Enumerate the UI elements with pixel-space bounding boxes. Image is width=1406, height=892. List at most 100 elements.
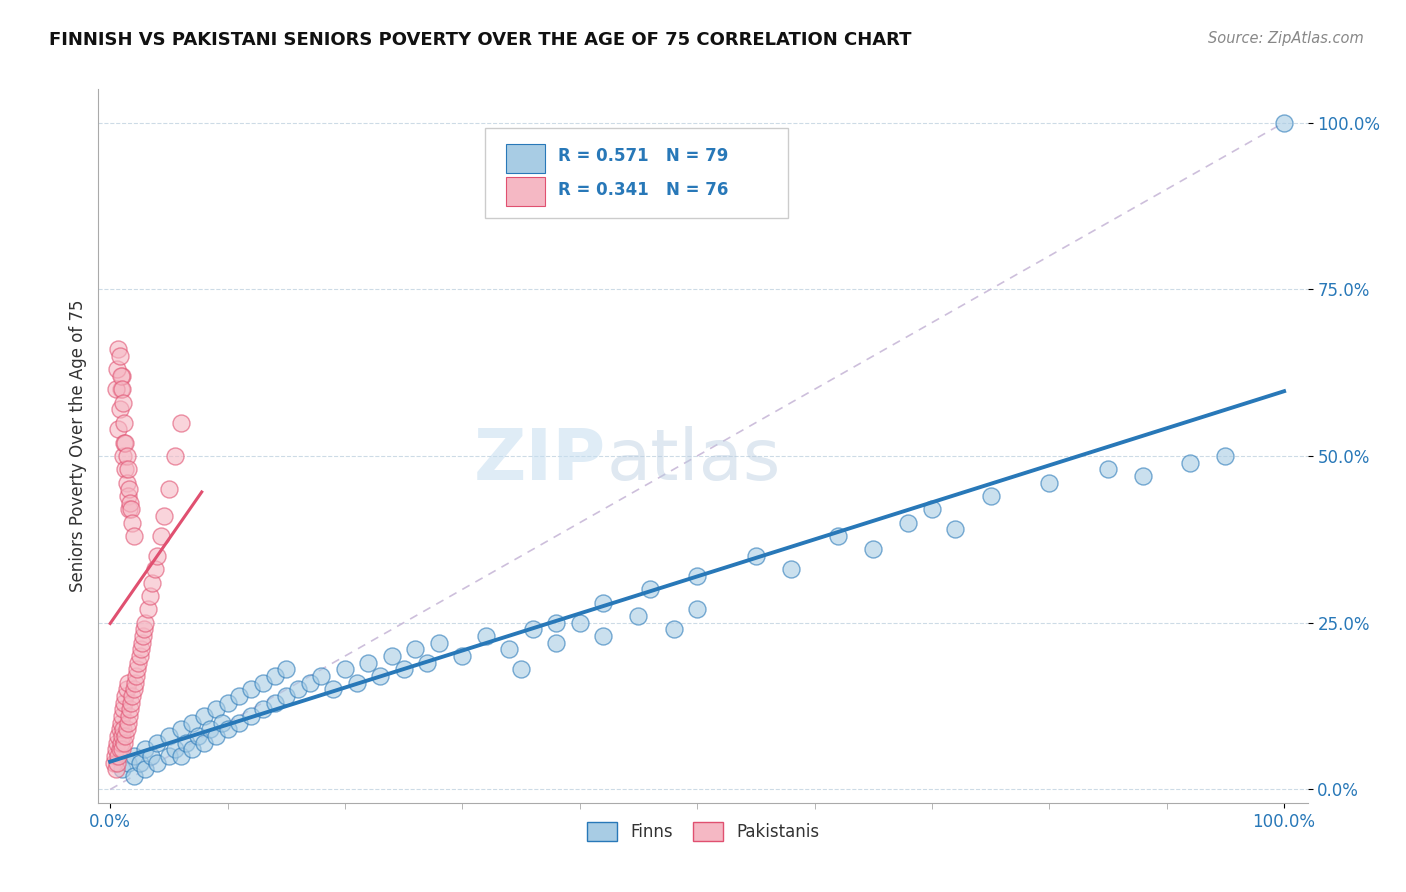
Point [228,689,250,703]
Point [111,742,134,756]
Point [121,516,143,530]
Point [228,715,250,730]
Point [346,675,368,690]
Point [263,669,285,683]
Text: Source: ZipAtlas.com: Source: ZipAtlas.com [1208,31,1364,46]
Point [120,696,142,710]
Point [252,675,274,690]
Point [115,723,138,737]
Point [120,702,142,716]
Point [169,749,191,764]
Point [1132,469,1154,483]
Point [108,349,131,363]
Point [112,395,135,409]
Point [112,416,135,430]
Point [134,623,156,637]
Point [416,656,439,670]
Point [897,516,920,530]
Point [198,723,221,737]
Point [510,662,533,676]
Point [745,549,768,563]
Point [120,502,142,516]
Point [146,756,169,770]
Point [105,736,128,750]
Point [114,729,136,743]
Point [134,742,156,756]
Point [176,736,198,750]
Point [129,642,152,657]
Point [111,709,134,723]
Point [780,562,803,576]
Point [193,709,215,723]
Point [921,502,943,516]
Point [368,669,391,683]
Point [114,435,136,450]
Point [686,569,709,583]
Point [276,662,298,676]
Point [498,642,520,657]
Point [662,623,685,637]
Point [112,435,135,450]
Point [122,769,145,783]
Point [104,749,127,764]
Point [333,662,356,676]
Point [108,723,131,737]
FancyBboxPatch shape [506,177,544,205]
Point [146,736,169,750]
Point [980,489,1002,503]
Point [117,462,139,476]
Point [141,575,163,590]
Point [125,669,148,683]
Point [945,522,967,536]
Point [181,715,204,730]
Point [146,549,169,563]
Point [827,529,849,543]
Point [163,449,186,463]
Point [263,696,285,710]
Point [451,649,474,664]
Point [627,609,650,624]
Point [105,756,128,770]
Point [163,742,186,756]
Point [122,682,145,697]
Point [298,675,321,690]
Point [124,675,146,690]
Point [110,715,132,730]
Point [112,696,135,710]
Point [112,702,135,716]
Point [107,729,129,743]
Point [169,416,191,430]
Point [117,715,139,730]
Point [211,715,233,730]
Text: atlas: atlas [606,425,780,495]
Point [157,483,180,497]
Point [111,368,134,383]
Point [118,709,141,723]
Point [153,509,176,524]
Point [1272,115,1295,129]
Point [127,662,149,676]
Point [592,596,614,610]
Point [546,615,568,630]
Point [112,449,135,463]
Point [127,656,149,670]
Point [181,742,204,756]
Point [112,736,135,750]
Point [392,662,415,676]
Point [193,736,215,750]
Point [103,756,125,770]
Text: R = 0.571   N = 79: R = 0.571 N = 79 [558,146,728,164]
Legend: Finns, Pakistanis: Finns, Pakistanis [581,815,825,848]
Point [139,589,162,603]
Point [136,602,159,616]
Point [276,689,298,703]
Point [108,402,131,417]
Point [1038,475,1060,490]
Point [1097,462,1119,476]
Point [157,749,180,764]
Point [118,502,141,516]
Point [105,362,128,376]
Point [287,682,309,697]
Point [1180,456,1202,470]
Point [107,422,129,436]
